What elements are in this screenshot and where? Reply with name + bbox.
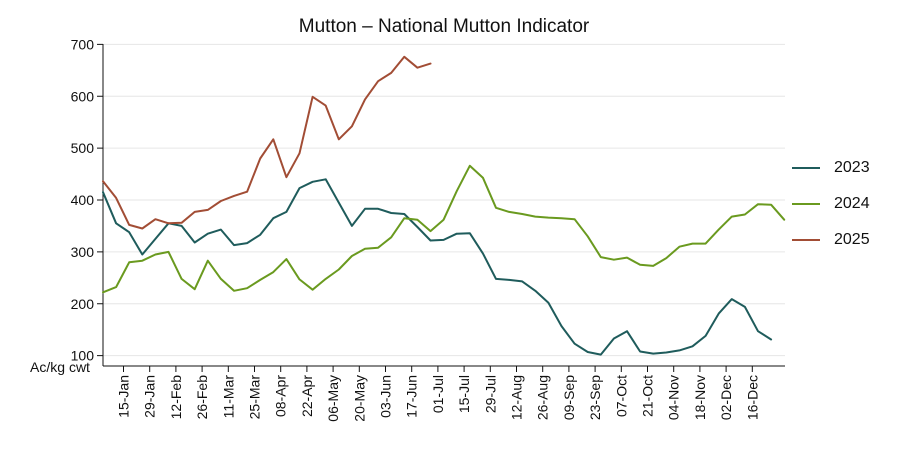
x-tick-label: 02-Dec	[718, 375, 734, 420]
legend-swatch-2025	[792, 239, 820, 241]
legend-swatch-2023	[792, 167, 820, 169]
x-tick-label: 18-Nov	[692, 375, 708, 420]
y-tick-label: 700	[71, 36, 95, 52]
x-tick-label: 03-Jun	[378, 375, 394, 418]
x-tick-label: 20-May	[351, 375, 367, 422]
series-line-2023	[102, 178, 773, 356]
y-tick-label: 100	[71, 348, 95, 364]
x-tick-label: 26-Aug	[535, 375, 551, 420]
x-tick-label: 17-Jun	[404, 375, 420, 418]
axes	[97, 43, 785, 372]
legend-label: 2023	[834, 159, 870, 176]
x-tick-label: 11-Mar	[220, 375, 236, 419]
legend-swatch-2024	[792, 203, 820, 205]
legend-item-2025[interactable]: 2025	[792, 222, 870, 258]
x-tick-label: 09-Sep	[561, 375, 577, 420]
series-lines	[102, 55, 786, 356]
x-tick-label: 07-Oct	[613, 375, 629, 417]
tick-labels: 100 200 300 400 500 600 700 15-Jan 29-Jan 12-Feb 2…	[71, 36, 761, 421]
x-tick-label: 15-Jan	[116, 375, 132, 418]
x-tick-label: 12-Aug	[509, 375, 525, 420]
x-tick-label: 06-May	[325, 375, 341, 422]
series-line-2025	[102, 55, 432, 230]
x-tick-label: 29-Jan	[142, 375, 158, 418]
series-line-2024	[102, 164, 786, 294]
y-tick-label: 400	[71, 192, 95, 208]
legend-item-2024[interactable]: 2024	[792, 186, 870, 222]
x-tick-label: 16-Dec	[744, 375, 760, 420]
y-tick-label: 500	[71, 140, 95, 156]
y-tick-label: 600	[71, 88, 95, 104]
y-tick-label: 200	[71, 296, 95, 312]
x-tick-label: 04-Nov	[666, 375, 682, 420]
y-axis-unit-label: Ac/kg cwt	[30, 359, 90, 375]
x-tick-label: 15-Jul	[456, 375, 472, 413]
x-tick-label: 12-Feb	[168, 375, 184, 420]
legend-label: 2024	[834, 195, 870, 212]
x-tick-label: 08-Apr	[273, 375, 289, 417]
x-tick-label: 23-Sep	[587, 375, 603, 420]
legend-label: 2025	[834, 231, 870, 248]
legend-item-2023[interactable]: 2023	[792, 150, 870, 186]
legend: 2023 2024 2025	[792, 150, 870, 258]
y-tick-label: 300	[71, 244, 95, 260]
x-tick-label: 01-Jul	[430, 375, 446, 413]
x-tick-label: 21-Oct	[640, 375, 656, 417]
x-tick-label: 25-Mar	[247, 375, 263, 420]
x-tick-label: 29-Jul	[482, 375, 498, 413]
x-tick-label: 26-Feb	[194, 375, 210, 420]
x-tick-label: 22-Apr	[299, 375, 315, 417]
chart-title: Mutton – National Mutton Indicator	[298, 16, 590, 37]
gridlines	[103, 43, 785, 357]
